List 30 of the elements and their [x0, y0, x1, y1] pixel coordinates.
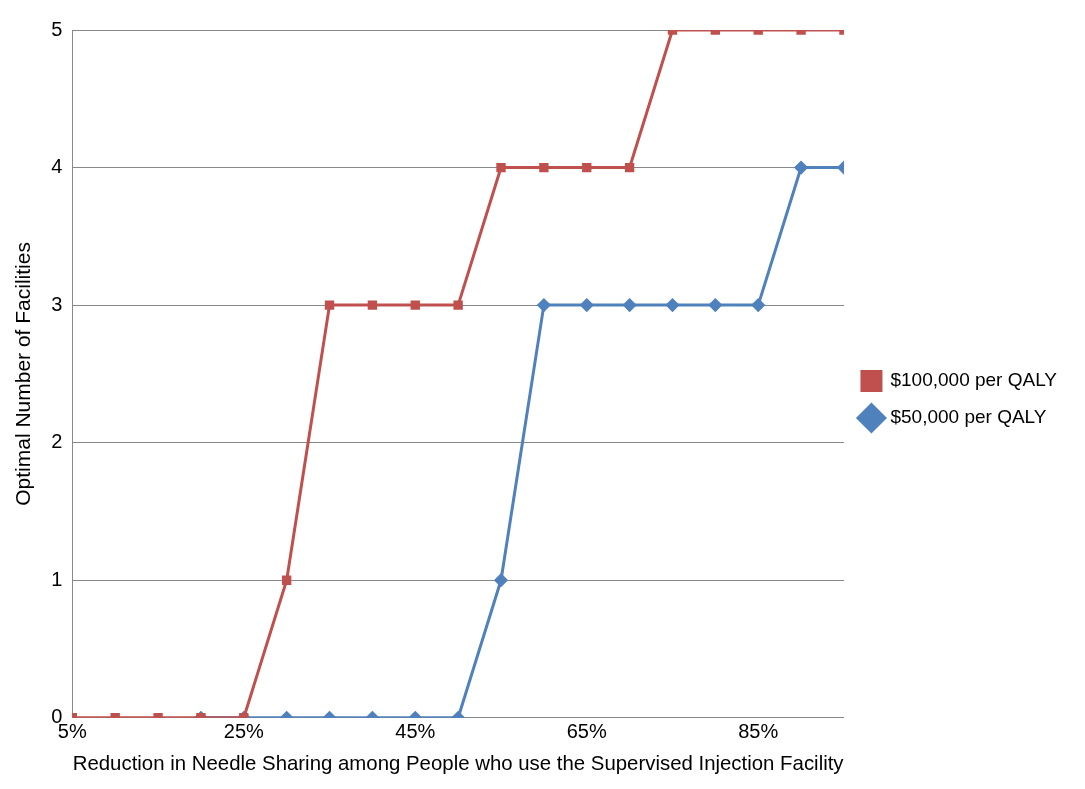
point: [324, 300, 335, 310]
y-tick-label: 2: [51, 430, 63, 453]
legend-label: $50,000 per QALY: [890, 406, 1047, 428]
y-axis-title: Optimal Number of Facilities: [11, 242, 35, 506]
x-tick-label: 45%: [395, 720, 436, 743]
x-tick-label: 65%: [566, 720, 607, 743]
y-tick-label: 4: [51, 155, 63, 178]
point: [281, 575, 292, 585]
y-tick-label: 3: [51, 292, 63, 315]
legend-label: $100,000 per QALY: [890, 369, 1058, 391]
point: [708, 298, 722, 312]
point: [537, 298, 551, 312]
y-tick-label: 5: [51, 17, 63, 40]
y-tick-label: 1: [51, 567, 63, 590]
point: [453, 300, 463, 310]
point: [751, 298, 765, 312]
x-tick-label: 85%: [738, 720, 779, 743]
point: [794, 161, 808, 175]
point: [496, 162, 506, 173]
point: [494, 573, 508, 587]
point: [410, 300, 420, 310]
point: [367, 300, 378, 310]
point: [580, 298, 594, 312]
point: [582, 162, 592, 173]
x-axis-title: Reduction in Needle Sharing among People who use the Supervised Injection Facility: [72, 750, 845, 775]
point: [665, 298, 679, 312]
x-tick-label: 25%: [223, 720, 265, 743]
point: [623, 298, 637, 312]
point: [539, 162, 549, 173]
point: [624, 162, 635, 173]
